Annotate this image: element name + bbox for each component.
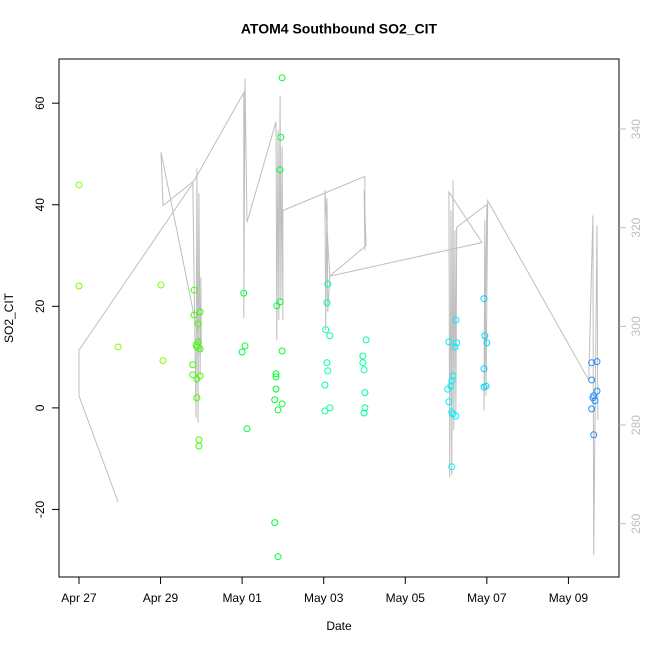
data-point xyxy=(278,347,286,355)
data-point xyxy=(272,385,280,393)
data-point xyxy=(271,396,279,404)
data-point xyxy=(321,407,329,415)
data-point xyxy=(272,373,280,381)
data-point xyxy=(196,308,204,316)
data-point xyxy=(447,382,455,390)
data-point xyxy=(324,280,332,288)
data-point xyxy=(361,389,369,397)
data-point xyxy=(274,553,282,561)
data-point xyxy=(481,332,489,340)
data-point xyxy=(359,359,367,367)
data-point xyxy=(451,343,459,351)
x-axis-label: Date xyxy=(326,619,352,633)
data-point xyxy=(362,336,370,344)
plot-box xyxy=(58,58,620,578)
x-tick-label: Apr 29 xyxy=(143,591,179,605)
data-point xyxy=(323,299,331,307)
x-tick-label: May 05 xyxy=(386,591,426,605)
data-point xyxy=(159,357,167,365)
data-point xyxy=(274,406,282,414)
data-point xyxy=(238,348,246,356)
y-tick-label: 40 xyxy=(33,198,47,212)
y-tick-label: 20 xyxy=(33,299,47,313)
y-tick-label: 60 xyxy=(33,96,47,110)
chart-title: ATOM4 Southbound SO2_CIT xyxy=(241,21,438,37)
data-point xyxy=(480,295,488,303)
y-axis-label: SO2_CIT xyxy=(2,292,16,343)
data-point xyxy=(482,382,490,390)
data-point xyxy=(483,339,491,347)
data-point xyxy=(452,412,460,420)
data-point xyxy=(190,311,198,319)
data-point xyxy=(195,436,203,444)
data-point xyxy=(278,74,286,82)
data-point xyxy=(445,398,453,406)
data-point xyxy=(591,397,599,405)
data-point xyxy=(75,181,83,189)
data-point xyxy=(278,400,286,408)
data-point xyxy=(277,133,285,141)
data-point xyxy=(241,342,249,350)
data-point xyxy=(588,405,596,413)
data-point xyxy=(189,361,197,369)
data-point xyxy=(276,298,284,306)
data-point xyxy=(322,326,330,334)
data-point xyxy=(449,372,457,380)
x-tick-label: May 09 xyxy=(549,591,589,605)
x-tick-label: May 03 xyxy=(304,591,344,605)
data-point xyxy=(194,320,202,328)
data-point xyxy=(448,377,456,385)
data-point xyxy=(453,339,461,347)
x-tick-label: May 07 xyxy=(467,591,507,605)
y2-tick-label: 300 xyxy=(629,316,643,336)
data-point xyxy=(243,425,251,433)
data-point xyxy=(196,345,204,353)
y-tick-label: -20 xyxy=(33,500,47,518)
data-point xyxy=(321,381,329,389)
x-tick-label: Apr 27 xyxy=(61,591,97,605)
data-point xyxy=(272,370,280,378)
data-point xyxy=(196,372,204,380)
data-point xyxy=(361,404,369,412)
data-point xyxy=(445,338,453,346)
data-point xyxy=(452,316,460,324)
data-line xyxy=(78,78,599,555)
data-point xyxy=(114,343,122,351)
data-point xyxy=(189,371,197,379)
data-point xyxy=(593,358,601,366)
y2-tick-label: 320 xyxy=(629,217,643,237)
data-point xyxy=(360,366,368,374)
y2-tick-label: 260 xyxy=(629,513,643,533)
data-point xyxy=(593,387,601,395)
data-point xyxy=(326,404,334,412)
data-point xyxy=(480,365,488,373)
data-point xyxy=(588,376,596,384)
y-tick-label: 0 xyxy=(33,404,47,411)
data-point xyxy=(360,409,368,417)
data-point xyxy=(157,281,165,289)
y2-tick-label: 340 xyxy=(629,119,643,139)
y2-tick-label: 280 xyxy=(629,415,643,435)
data-point xyxy=(588,359,596,367)
data-point xyxy=(276,166,284,174)
data-point xyxy=(271,519,279,527)
x-tick-label: May 01 xyxy=(222,591,262,605)
data-point xyxy=(590,392,598,400)
data-point xyxy=(193,394,201,402)
data-point xyxy=(240,289,248,297)
data-point xyxy=(190,286,198,294)
data-point xyxy=(195,442,203,450)
data-point xyxy=(75,282,83,290)
data-point xyxy=(324,367,332,375)
data-point xyxy=(194,338,202,346)
data-point xyxy=(326,332,334,340)
data-point xyxy=(359,352,367,360)
data-point xyxy=(323,359,331,367)
data-point xyxy=(448,463,456,471)
data-point xyxy=(590,431,598,439)
